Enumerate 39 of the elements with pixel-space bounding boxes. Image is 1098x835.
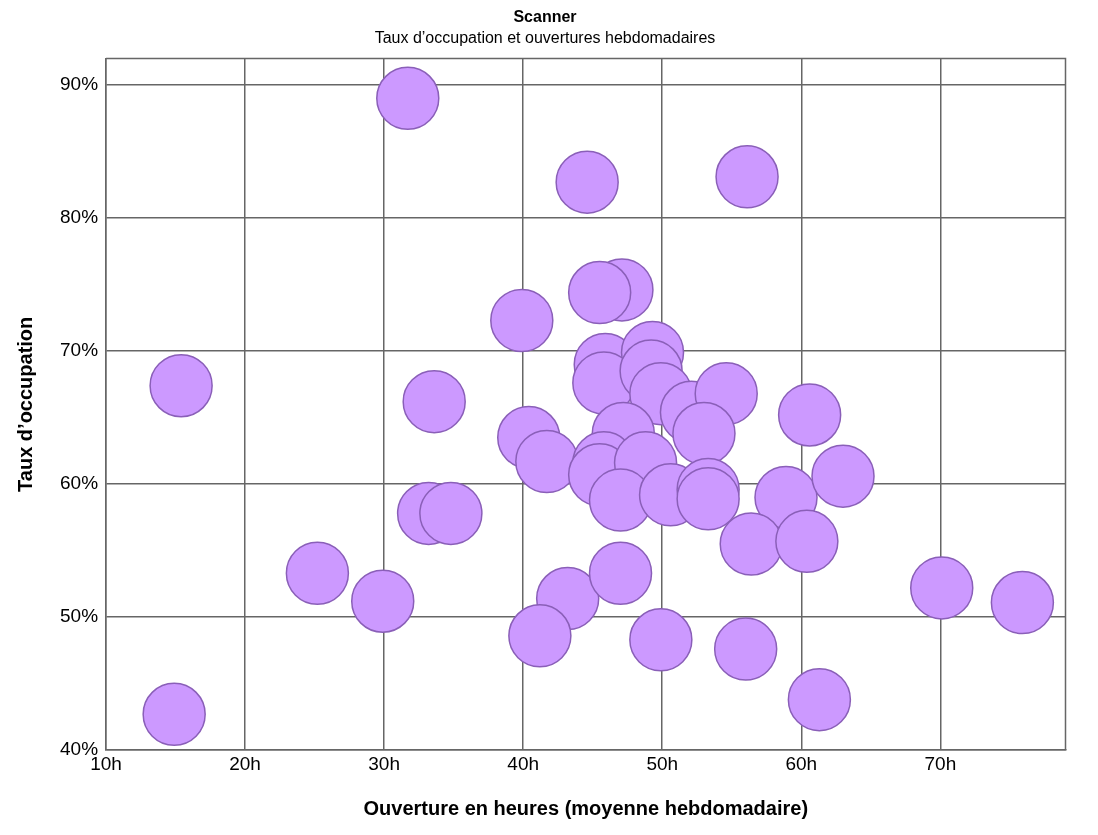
point bbox=[351, 569, 415, 633]
point bbox=[990, 570, 1055, 635]
x-tick-label: 20h bbox=[229, 752, 261, 774]
point bbox=[719, 512, 783, 576]
point bbox=[285, 541, 350, 606]
point bbox=[811, 444, 875, 508]
point bbox=[402, 369, 466, 434]
y-tick-label: 60% bbox=[60, 472, 99, 494]
x-tick-label: 50h bbox=[646, 752, 679, 774]
x-tick-label: 40h bbox=[507, 752, 540, 774]
point bbox=[715, 145, 779, 209]
point bbox=[629, 608, 693, 672]
y-axis-title: Taux d’occupation bbox=[13, 316, 36, 492]
y-tick-label: 90% bbox=[60, 73, 99, 95]
point bbox=[713, 617, 778, 681]
point bbox=[508, 604, 572, 668]
x-tick-label: 70h bbox=[924, 752, 957, 774]
point bbox=[777, 383, 842, 447]
point bbox=[376, 66, 440, 131]
point bbox=[775, 509, 839, 574]
point bbox=[676, 467, 740, 531]
point bbox=[909, 556, 974, 620]
x-tick-label: 30h bbox=[368, 752, 400, 774]
y-tick-label: 50% bbox=[60, 605, 99, 627]
y-tick-label: 80% bbox=[60, 206, 99, 228]
x-axis-title: Ouverture en heures (moyenne hebdomadaire) bbox=[363, 796, 809, 819]
point bbox=[149, 353, 213, 418]
y-tick-label: 70% bbox=[60, 339, 99, 361]
chart-title: Scanner bbox=[513, 8, 577, 26]
point bbox=[419, 481, 483, 546]
point bbox=[515, 429, 579, 494]
x-tick-label: 60h bbox=[785, 752, 818, 774]
point bbox=[567, 260, 632, 325]
point bbox=[490, 288, 554, 353]
point bbox=[787, 667, 852, 732]
point bbox=[142, 682, 206, 747]
chart-subtitle: Taux d’occupation et ouvertures hebdomadaires bbox=[374, 29, 716, 47]
point bbox=[555, 150, 619, 214]
point bbox=[588, 541, 653, 606]
